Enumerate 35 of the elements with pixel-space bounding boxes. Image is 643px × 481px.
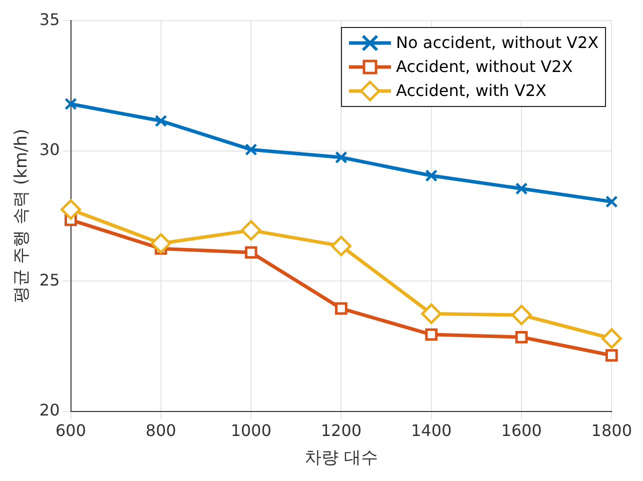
x-tick-label: 1200	[320, 421, 362, 440]
x-tick-label: 1000	[230, 421, 272, 440]
x-tick-label: 600	[55, 421, 86, 440]
legend-label: No accident, without V2X	[396, 32, 599, 54]
point	[154, 114, 168, 128]
point	[425, 169, 438, 182]
x-tick-label: 1600	[501, 421, 542, 440]
x-tick-label: 800	[146, 421, 176, 440]
point	[150, 233, 172, 254]
point	[244, 246, 258, 259]
point	[511, 304, 532, 326]
point	[605, 195, 618, 208]
point	[330, 236, 352, 256]
point	[240, 220, 262, 241]
y-tick-label: 30	[39, 140, 60, 160]
point	[335, 302, 348, 315]
point	[515, 330, 528, 344]
point	[60, 199, 82, 220]
legend-label: Accident, with V2X	[396, 80, 546, 102]
legend-label: Accident, without V2X	[396, 56, 573, 78]
point	[515, 182, 528, 195]
x-tick-label: 1800	[591, 421, 632, 440]
point	[421, 303, 442, 324]
y-tick-label: 20	[39, 400, 60, 420]
point	[605, 349, 618, 362]
x-tick-label: 1400	[410, 421, 452, 440]
y-tick-label: 35	[39, 10, 60, 29]
point	[64, 98, 77, 110]
point	[244, 143, 258, 156]
point	[601, 328, 622, 349]
y-tick-label: 25	[39, 270, 60, 290]
point	[335, 151, 348, 164]
point	[425, 328, 438, 341]
y-axis-title: 평균 주행 속력 (km/h)	[12, 128, 32, 304]
x-axis-title: 차량 대수	[304, 448, 378, 468]
